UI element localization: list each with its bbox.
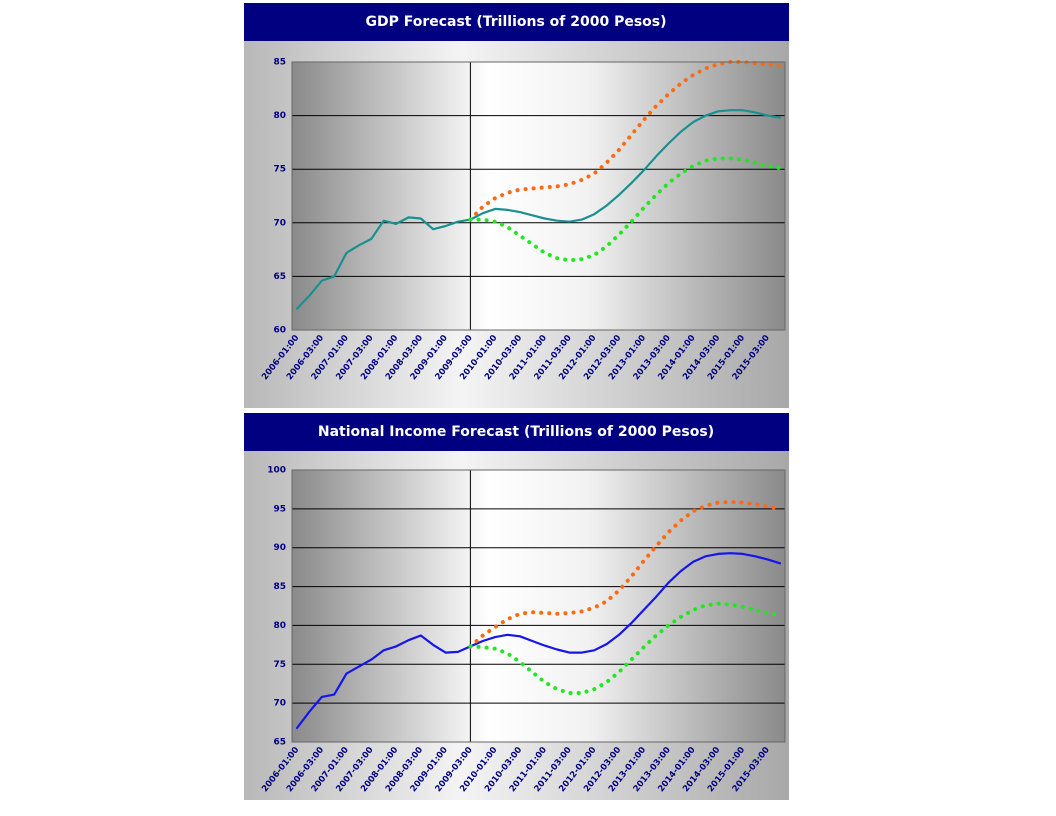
y-tick-label: 75 bbox=[273, 165, 286, 175]
series-line bbox=[295, 552, 782, 730]
plot-area bbox=[292, 62, 785, 330]
chart-title: National Income Forecast (Trillions of 2… bbox=[318, 424, 714, 440]
series-line bbox=[295, 109, 782, 310]
y-tick-label: 65 bbox=[273, 738, 286, 748]
y-tick-label: 80 bbox=[273, 111, 286, 121]
y-tick-label: 90 bbox=[273, 543, 286, 553]
y-tick-label: 85 bbox=[273, 582, 286, 592]
y-tick-label: 80 bbox=[273, 621, 286, 631]
y-tick-label: 95 bbox=[273, 504, 286, 514]
y-tick-label: 65 bbox=[273, 272, 286, 282]
series-line bbox=[468, 156, 782, 263]
plot-border bbox=[291, 469, 786, 743]
y-tick-label: 85 bbox=[273, 58, 286, 68]
y-tick-label: 100 bbox=[267, 466, 286, 476]
title-bar bbox=[244, 3, 789, 41]
y-tick-label: 75 bbox=[273, 660, 286, 670]
y-tick-label: 70 bbox=[273, 699, 286, 709]
y-tick-label: 60 bbox=[273, 326, 286, 336]
y-tick-label: 70 bbox=[273, 218, 286, 228]
title-bar bbox=[244, 413, 789, 451]
series-line bbox=[468, 601, 782, 695]
plot-border bbox=[291, 61, 786, 331]
chart-title: GDP Forecast (Trillions of 2000 Pesos) bbox=[365, 14, 666, 30]
